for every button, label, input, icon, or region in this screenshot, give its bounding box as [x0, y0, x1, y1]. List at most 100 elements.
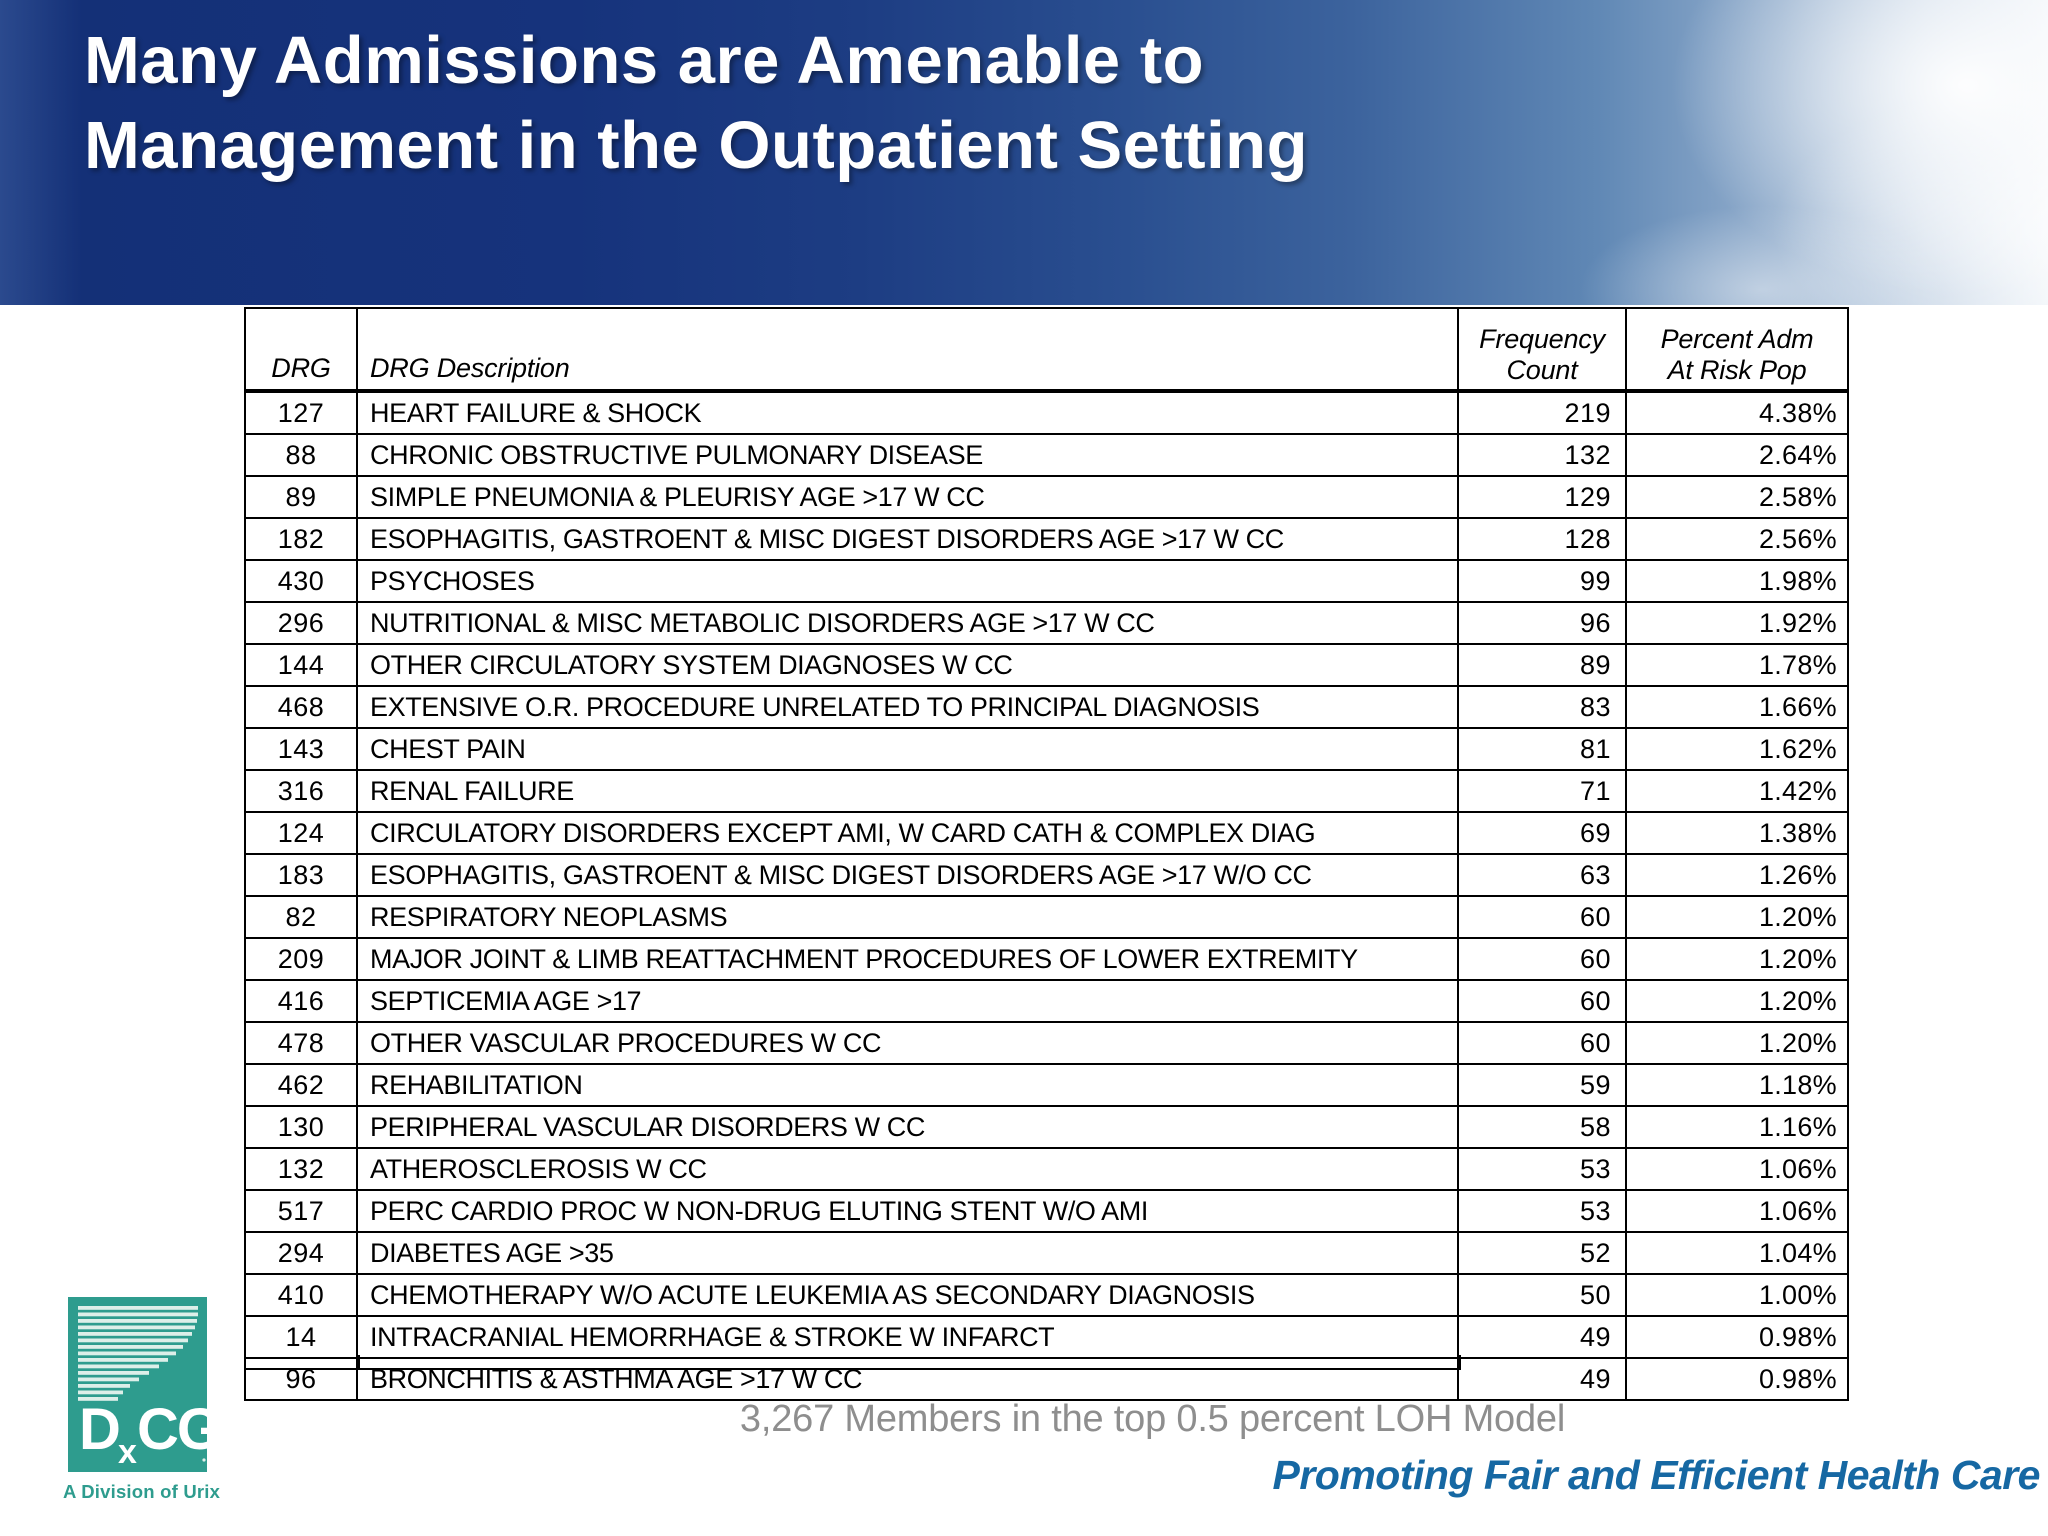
percent-adm-cell: 1.18%: [1758, 1069, 1837, 1100]
frequency-count-cell: 52: [1459, 1233, 1627, 1273]
frequency-count-cell: 129: [1459, 477, 1627, 517]
frequency-count-cell: 49: [1459, 1359, 1627, 1399]
table-row: 88 CHRONIC OBSTRUCTIVE PULMONARY DISEASE 1…: [246, 435, 1847, 477]
table-row: 182 ESOPHAGITIS, GASTROENT & MISC DIGEST …: [246, 519, 1847, 561]
drg-description-cell: HEART FAILURE & SHOCK: [358, 393, 1459, 433]
table-row: 416 SEPTICEMIA AGE >17 60 1.20%: [246, 981, 1847, 1023]
frequency-count-cell: 53: [1459, 1191, 1627, 1231]
drg-description-cell: PERC CARDIO PROC W NON-DRUG ELUTING STEN…: [358, 1191, 1459, 1231]
percent-adm-cell: 0.98%: [1758, 1321, 1837, 1352]
slide-title-line1: Many Admissions are Amenable to: [84, 23, 1205, 98]
drg-code-cell: 130: [246, 1107, 358, 1147]
table-row: 144 OTHER CIRCULATORY SYSTEM DIAGNOSES W …: [246, 645, 1847, 687]
frequency-count-cell: 60: [1459, 981, 1627, 1021]
table-row: 127 HEART FAILURE & SHOCK 219 4.38%: [246, 393, 1847, 435]
drg-description-cell: SEPTICEMIA AGE >17: [358, 981, 1459, 1021]
drg-description-cell: MAJOR JOINT & LIMB REATTACHMENT PROCEDUR…: [358, 939, 1459, 979]
percent-adm-cell: 1.66%: [1758, 691, 1837, 722]
table-row: 183 ESOPHAGITIS, GASTROENT & MISC DIGEST …: [246, 855, 1847, 897]
frequency-count-cell: 219: [1459, 393, 1627, 433]
sky-clouds-image: [0, 0, 2048, 305]
drg-description-cell: RENAL FAILURE: [358, 771, 1459, 811]
logo-division-text: A Division of Urix: [63, 1481, 221, 1502]
col-header-percent: Percent Adm At Risk Pop: [1627, 309, 1847, 389]
drg-code-cell: 124: [246, 813, 358, 853]
frequency-count-cell: 128: [1459, 519, 1627, 559]
drg-description-cell: PSYCHOSES: [358, 561, 1459, 601]
drg-description-cell: OTHER VASCULAR PROCEDURES W CC: [358, 1023, 1459, 1063]
table-row: 209 MAJOR JOINT & LIMB REATTACHMENT PROCE…: [246, 939, 1847, 981]
drg-code-cell: 462: [246, 1065, 358, 1105]
col-header-frequency: Frequency Count: [1459, 309, 1627, 389]
table-row: 468 EXTENSIVE O.R. PROCEDURE UNRELATED TO…: [246, 687, 1847, 729]
drg-code-cell: 14: [246, 1317, 358, 1357]
drg-description-cell: SIMPLE PNEUMONIA & PLEURISY AGE >17 W CC: [358, 477, 1459, 517]
drg-code-cell: 294: [246, 1233, 358, 1273]
percent-adm-cell: 2.58%: [1758, 481, 1837, 512]
percent-adm-cell: 1.62%: [1758, 733, 1837, 764]
frequency-count-cell: 83: [1459, 687, 1627, 727]
frequency-count-cell: 96: [1459, 603, 1627, 643]
frequency-count-cell: 71: [1459, 771, 1627, 811]
drg-code-cell: 517: [246, 1191, 358, 1231]
frequency-count-cell: 81: [1459, 729, 1627, 769]
drg-description-cell: OTHER CIRCULATORY SYSTEM DIAGNOSES W CC: [358, 645, 1459, 685]
table-body: 127 HEART FAILURE & SHOCK 219 4.38% 88 CHRONI…: [246, 393, 1847, 1399]
logo-letter-d: D: [79, 1397, 121, 1462]
footer-tagline: Promoting Fair and Efficient Health Care: [1272, 1452, 2041, 1498]
frequency-count-cell: 58: [1459, 1107, 1627, 1147]
frequency-count-cell: 59: [1459, 1065, 1627, 1105]
col-header-frequency-line1: Frequency: [1479, 324, 1605, 354]
drg-code-cell: 182: [246, 519, 358, 559]
frequency-count-cell: 50: [1459, 1275, 1627, 1315]
percent-adm-cell: 1.92%: [1758, 607, 1837, 638]
col-header-frequency-line2: Count: [1506, 355, 1578, 385]
table-row: 462 REHABILITATION 59 1.18%: [246, 1065, 1847, 1107]
drg-code-cell: 143: [246, 729, 358, 769]
table-row: 14 INTRACRANIAL HEMORRHAGE & STROKE W INF…: [246, 1317, 1847, 1359]
drg-code-cell: 88: [246, 435, 358, 475]
drg-code-cell: 416: [246, 981, 358, 1021]
drg-description-cell: ATHEROSCLEROSIS W CC: [358, 1149, 1459, 1189]
frequency-count-cell: 63: [1459, 855, 1627, 895]
percent-adm-cell: 1.06%: [1758, 1153, 1837, 1184]
table-row: 82 RESPIRATORY NEOPLASMS 60 1.20%: [246, 897, 1847, 939]
title-banner: Many Admissions are Amenable to Manageme…: [0, 0, 2048, 305]
percent-adm-cell: 2.56%: [1758, 523, 1837, 554]
percent-adm-cell: 1.20%: [1758, 901, 1837, 932]
drg-description-cell: ESOPHAGITIS, GASTROENT & MISC DIGEST DIS…: [358, 855, 1459, 895]
drg-code-cell: 144: [246, 645, 358, 685]
table-row: 130 PERIPHERAL VASCULAR DISORDERS W CC 58 1…: [246, 1107, 1847, 1149]
table-header-row: DRG DRG Description Frequency Count Perc…: [246, 309, 1847, 393]
slide-title-line2: Management in the Outpatient Setting: [84, 108, 1309, 183]
percent-adm-cell: 2.64%: [1758, 439, 1837, 470]
percent-adm-cell: 1.38%: [1758, 817, 1837, 848]
frequency-count-cell: 60: [1459, 939, 1627, 979]
percent-adm-cell: 1.00%: [1758, 1279, 1837, 1310]
drg-description-cell: EXTENSIVE O.R. PROCEDURE UNRELATED TO PR…: [358, 687, 1459, 727]
col-header-percent-line2: At Risk Pop: [1667, 355, 1807, 385]
drg-code-cell: 478: [246, 1023, 358, 1063]
percent-adm-cell: 1.06%: [1758, 1195, 1837, 1226]
percent-adm-cell: 1.78%: [1758, 649, 1837, 680]
dxcg-logo-mark: D x CG: [68, 1297, 222, 1472]
table-row: 132 ATHEROSCLEROSIS W CC 53 1.06%: [246, 1149, 1847, 1191]
drg-description-cell: CHEMOTHERAPY W/O ACUTE LEUKEMIA AS SECON…: [358, 1275, 1459, 1315]
drg-code-cell: 209: [246, 939, 358, 979]
col-header-description: DRG Description: [358, 309, 1459, 389]
drg-description-cell: RESPIRATORY NEOPLASMS: [358, 897, 1459, 937]
table-row: 296 NUTRITIONAL & MISC METABOLIC DISORDER…: [246, 603, 1847, 645]
drg-description-cell: PERIPHERAL VASCULAR DISORDERS W CC: [358, 1107, 1459, 1147]
table-row: 517 PERC CARDIO PROC W NON-DRUG ELUTING S…: [246, 1191, 1847, 1233]
frequency-count-cell: 49: [1459, 1317, 1627, 1357]
drg-code-cell: 183: [246, 855, 358, 895]
logo-letter-x: x: [118, 1433, 137, 1471]
table-row: 430 PSYCHOSES 99 1.98%: [246, 561, 1847, 603]
drg-code-cell: 82: [246, 897, 358, 937]
drg-description-cell: ESOPHAGITIS, GASTROENT & MISC DIGEST DIS…: [358, 519, 1459, 559]
percent-adm-cell: 1.20%: [1758, 985, 1837, 1016]
drg-description-cell: CHRONIC OBSTRUCTIVE PULMONARY DISEASE: [358, 435, 1459, 475]
slide-title: Many Admissions are Amenable to Manageme…: [84, 18, 1308, 188]
table-row: 478 OTHER VASCULAR PROCEDURES W CC 60 1.20%: [246, 1023, 1847, 1065]
percent-adm-cell: 1.20%: [1758, 1027, 1837, 1058]
